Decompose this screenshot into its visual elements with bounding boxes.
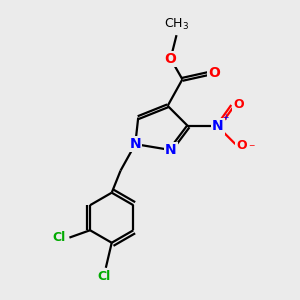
Text: CH$_3$: CH$_3$ xyxy=(164,17,189,32)
Text: O: O xyxy=(165,52,176,66)
Text: O: O xyxy=(208,66,220,80)
Text: N: N xyxy=(165,143,176,157)
Text: Cl: Cl xyxy=(52,231,66,244)
Text: Cl: Cl xyxy=(98,270,111,283)
Text: $^{+}$: $^{+}$ xyxy=(222,113,230,123)
Text: N: N xyxy=(212,119,224,134)
Text: $^{-}$: $^{-}$ xyxy=(248,143,255,154)
Text: O: O xyxy=(236,139,247,152)
Text: O: O xyxy=(233,98,244,111)
Text: N: N xyxy=(130,137,141,151)
